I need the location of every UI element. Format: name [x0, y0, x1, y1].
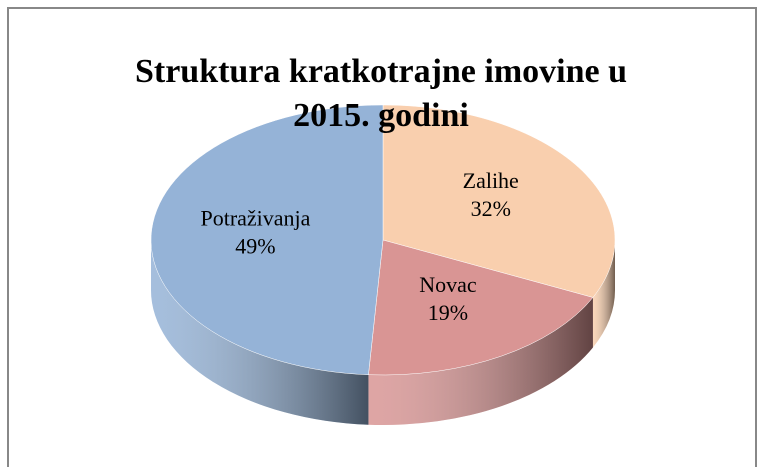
slice [150, 104, 384, 375]
slice-value-label: 19% [428, 300, 468, 325]
slice-value-label: 49% [235, 234, 275, 259]
slice-label: Novac [419, 272, 477, 297]
slice-label: Potraživanja [200, 206, 310, 231]
slice-value-label: 32% [471, 196, 511, 221]
slice [382, 104, 616, 298]
slice-side-shade [592, 240, 615, 348]
slice-side-shade [368, 297, 593, 425]
slice [368, 239, 594, 376]
chart-title: Struktura kratkotrajne imovine u 2015. g… [134, 53, 628, 134]
slice-side-shade [151, 240, 369, 425]
slice-label: Zalihe [463, 168, 519, 193]
chart-border [7, 7, 757, 467]
